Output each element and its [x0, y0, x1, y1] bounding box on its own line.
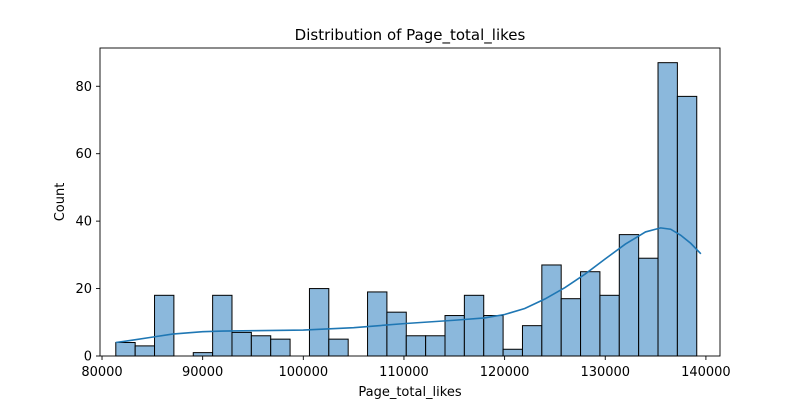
- histogram-bar: [580, 271, 601, 357]
- histogram-bar: [502, 348, 523, 357]
- histogram-bar: [560, 298, 582, 357]
- x-tick-label: 130000: [580, 365, 630, 380]
- x-tick-label: 90000: [182, 365, 223, 380]
- histogram-bar: [308, 288, 330, 357]
- histogram-bar: [386, 311, 407, 357]
- histogram-bar: [270, 338, 291, 357]
- histogram-bar: [250, 335, 272, 357]
- histogram-bar: [521, 325, 543, 357]
- x-tick-label: 80000: [81, 365, 122, 380]
- plot-frame: [99, 47, 721, 357]
- x-tick-label: 120000: [480, 365, 530, 380]
- histogram-bar: [192, 352, 214, 357]
- histogram-bar: [618, 234, 640, 357]
- histogram-bar: [425, 335, 446, 357]
- histogram-bar: [676, 95, 698, 357]
- x-axis-label: Page_total_likes: [358, 385, 461, 400]
- axes: 80000 90000 100000 110000 120000 130000 140000…: [75, 47, 731, 380]
- histogram-bar: [328, 338, 349, 357]
- histogram-bar: [483, 315, 504, 357]
- histogram-bar: [405, 335, 427, 357]
- histogram-bar: [154, 294, 175, 357]
- histogram-bar: [657, 62, 678, 357]
- histogram-bars: [115, 62, 698, 357]
- histogram-bar: [638, 257, 659, 357]
- histogram-bar: [367, 291, 388, 357]
- y-tick-label: 80: [75, 80, 92, 95]
- chart-title: Distribution of Page_total_likes: [295, 26, 526, 45]
- x-tick-label: 100000: [278, 365, 328, 380]
- histogram-bar: [541, 264, 562, 357]
- histogram-bar: [444, 315, 465, 357]
- x-tick-label: 110000: [379, 365, 429, 380]
- y-tick-label: 40: [75, 215, 92, 230]
- histogram-bar: [115, 342, 136, 357]
- kde-curve: [115, 227, 702, 344]
- histogram-bar: [599, 294, 620, 357]
- y-axis-label: Count: [53, 183, 68, 222]
- histogram-bar: [134, 345, 156, 357]
- histogram-bar: [212, 294, 233, 357]
- y-tick-label: 20: [75, 282, 92, 297]
- histogram-bar: [231, 331, 252, 357]
- y-tick-label: 60: [75, 147, 92, 162]
- x-tick-label: 140000: [681, 365, 731, 380]
- y-tick-label: 0: [84, 350, 92, 365]
- histogram-bar: [463, 294, 485, 357]
